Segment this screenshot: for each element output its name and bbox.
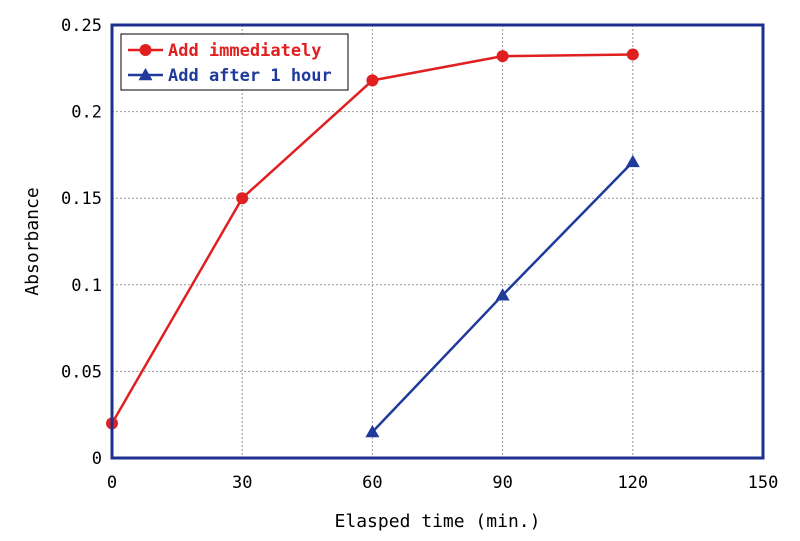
data-point bbox=[496, 50, 509, 63]
grid bbox=[112, 25, 763, 458]
series-1 bbox=[106, 48, 639, 430]
data-point bbox=[495, 288, 510, 301]
legend-box bbox=[120, 33, 349, 91]
plot-frame bbox=[110, 23, 765, 460]
y-tick-label: 0 bbox=[92, 449, 102, 469]
y-axis-ticks: 0 0.05 0.1 0.15 0.2 0.25 bbox=[61, 16, 102, 469]
y-tick-label: 0.1 bbox=[71, 276, 102, 296]
y-tick-label: 0.05 bbox=[61, 362, 102, 382]
x-tick-label: 90 bbox=[492, 473, 512, 493]
series-2 bbox=[365, 154, 640, 438]
legend-marker bbox=[139, 44, 152, 56]
data-point bbox=[625, 154, 640, 168]
series-group bbox=[106, 48, 640, 438]
x-tick-label: 120 bbox=[617, 473, 648, 493]
x-tick-label: 60 bbox=[362, 473, 382, 493]
y-tick-label: 0.2 bbox=[71, 103, 102, 123]
data-point bbox=[366, 74, 379, 87]
x-axis-ticks: 0 30 60 90 120 150 bbox=[107, 473, 778, 493]
data-point bbox=[365, 425, 380, 438]
data-point bbox=[236, 192, 249, 205]
x-tick-label: 0 bbox=[107, 473, 117, 493]
x-tick-label: 30 bbox=[232, 473, 252, 493]
x-tick-label: 150 bbox=[748, 473, 779, 493]
data-point bbox=[626, 48, 639, 61]
legend: Add immediately Add after 1 hour bbox=[120, 33, 349, 91]
x-axis-label: Elasped time (min.) bbox=[335, 511, 541, 532]
legend-label: Add after 1 hour bbox=[168, 66, 332, 86]
y-tick-label: 0.15 bbox=[61, 189, 102, 209]
legend-label: Add immediately bbox=[168, 41, 322, 61]
y-axis-label: Absorbance bbox=[22, 187, 43, 295]
y-tick-label: 0.25 bbox=[61, 16, 102, 36]
legend-marker bbox=[138, 68, 153, 81]
